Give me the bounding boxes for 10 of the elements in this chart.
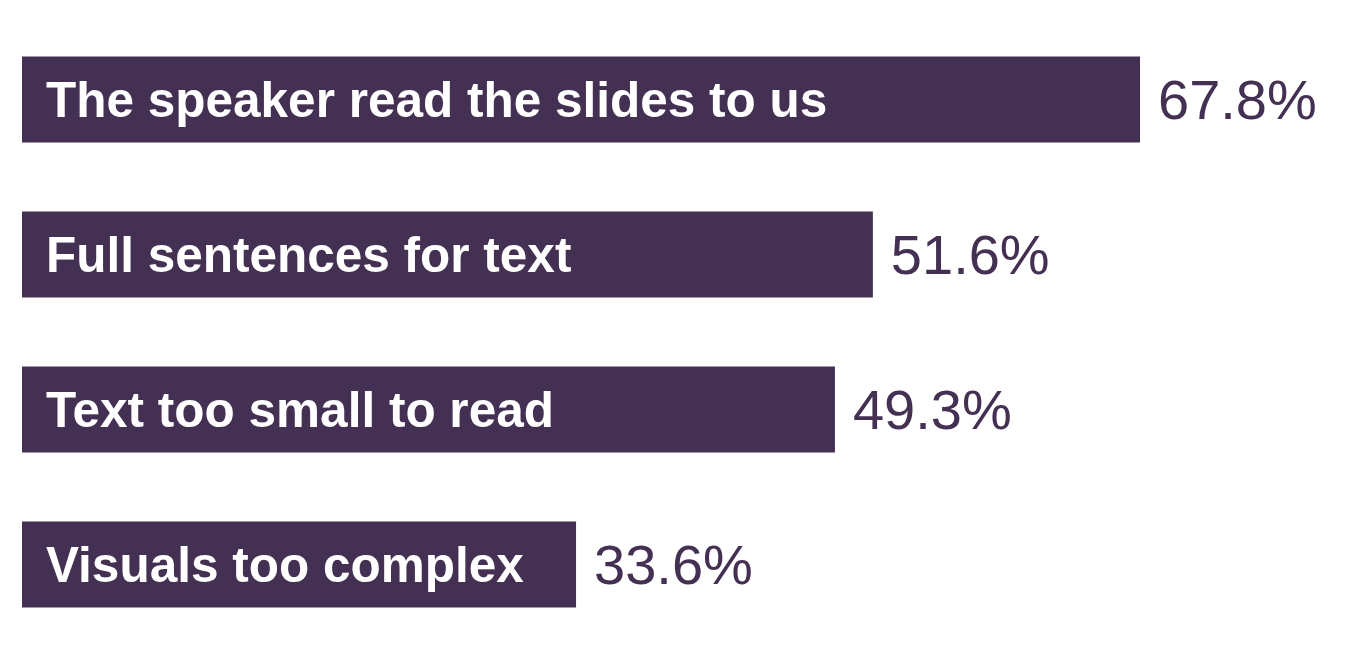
- bar: [22, 366, 835, 453]
- y-tick-label: Full sentences for text: [46, 226, 572, 282]
- y-tick-label: Text too small to read: [46, 381, 554, 437]
- data-label: 51.6%: [890, 222, 1050, 286]
- y-tick-label: Visuals too complex: [46, 536, 525, 592]
- data-label: 33.6%: [594, 532, 753, 596]
- data-label: 67.8%: [1158, 67, 1317, 131]
- bar: [22, 211, 873, 298]
- y-tick-label: The speaker read the slides to us: [46, 71, 828, 127]
- data-label: 49.3%: [852, 377, 1012, 441]
